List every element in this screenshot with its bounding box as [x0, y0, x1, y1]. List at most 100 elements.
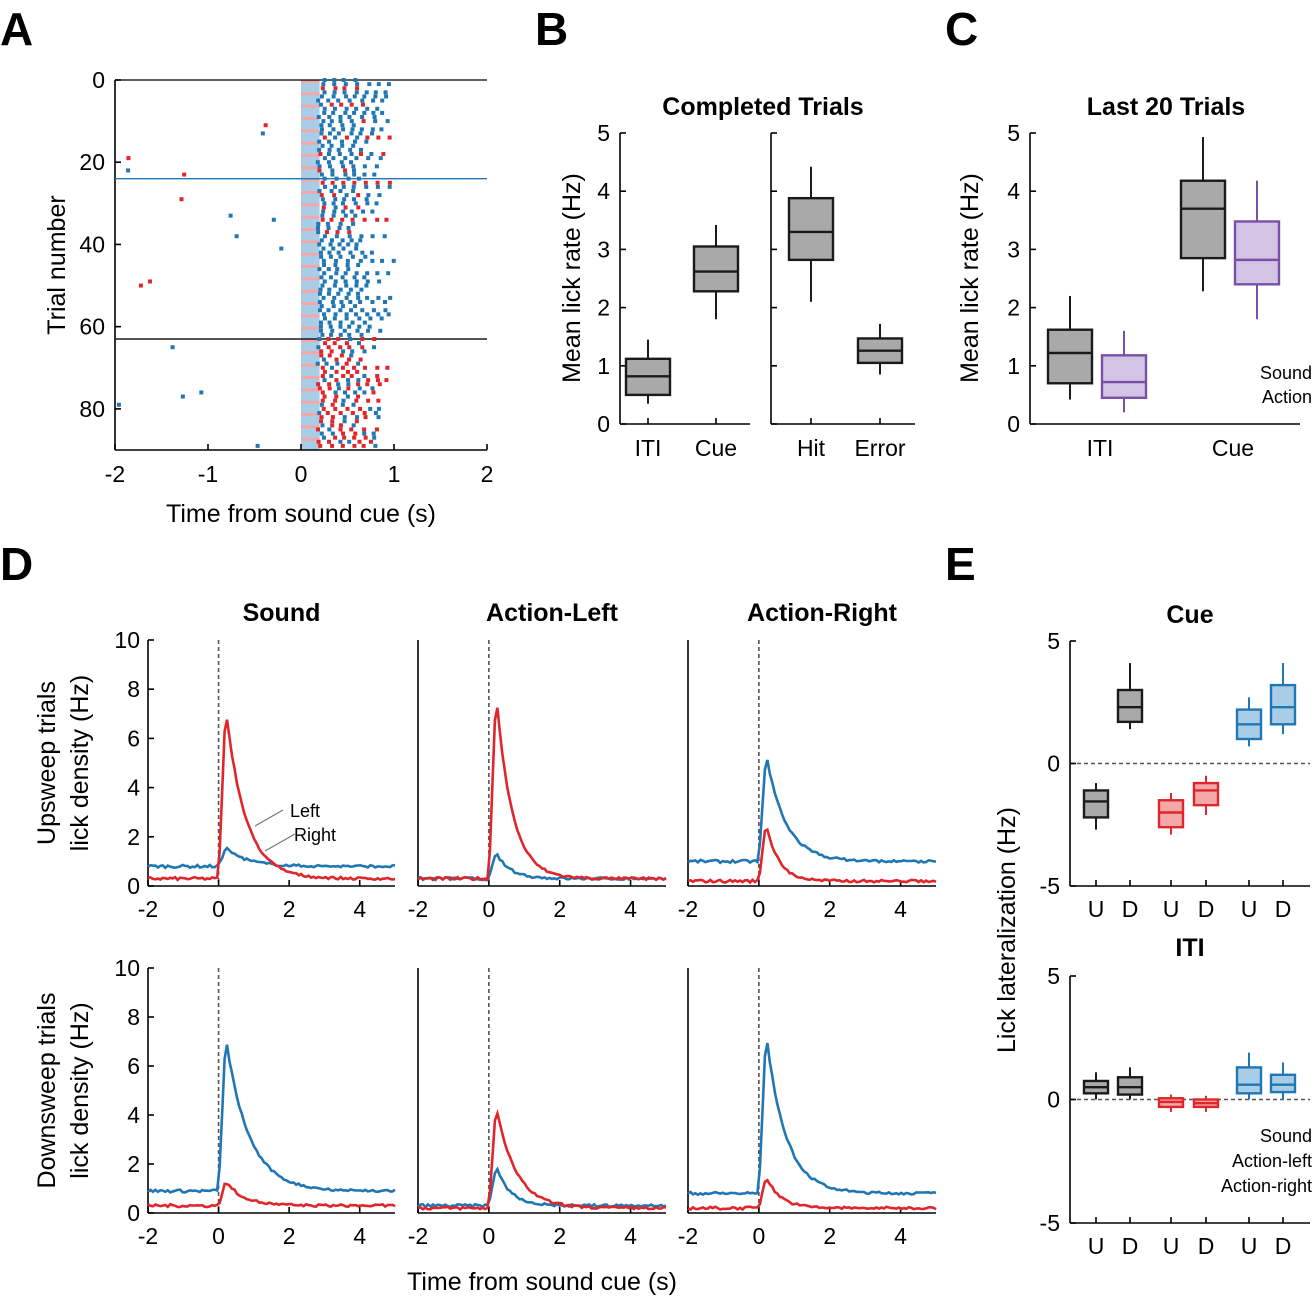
lick-right	[341, 246, 346, 251]
lick-left	[341, 180, 346, 185]
lick-left	[376, 135, 381, 140]
lick-left	[333, 406, 338, 411]
cue-band-left-stripe	[301, 166, 320, 170]
lick-right	[362, 390, 367, 395]
lick-right	[336, 131, 341, 136]
chart-title-b: Completed Trials	[662, 93, 863, 121]
lick-left	[343, 205, 348, 210]
lick-left	[375, 365, 380, 370]
lick-right	[338, 308, 343, 313]
y-tick-label: 4	[127, 775, 140, 801]
lick-right	[327, 115, 332, 119]
y-tick-label: 60	[79, 314, 105, 340]
box-b-hit-box	[787, 196, 835, 262]
lick-left	[320, 180, 325, 185]
panel-letter-e: E	[945, 538, 976, 590]
lick-right	[318, 308, 323, 313]
lick-left	[318, 443, 323, 448]
lick-right	[333, 390, 338, 395]
lick-right	[376, 312, 381, 317]
lick-right	[318, 324, 323, 329]
panel-letter-b: B	[535, 3, 568, 55]
lick-right	[366, 328, 371, 333]
y-tick-label: 4	[597, 178, 610, 204]
lick-right	[326, 152, 331, 156]
lick-left	[350, 217, 355, 222]
lick-right	[347, 234, 352, 239]
lick-right	[348, 287, 353, 292]
lick-right	[371, 98, 376, 103]
lick-left	[353, 431, 358, 436]
cue-band-left-stripe	[301, 400, 320, 404]
x-tick-label: 0	[482, 1223, 495, 1249]
x-tick-label: D	[1198, 1233, 1215, 1259]
lick-right	[386, 82, 391, 87]
y-axis-label-b: Mean lick rate (Hz)	[558, 173, 586, 383]
y-tick-label: 0	[127, 873, 140, 899]
lick-right	[340, 238, 345, 243]
lick-left	[352, 365, 357, 370]
lick-right	[331, 94, 336, 99]
lick-right	[333, 258, 338, 263]
box-c-sound-box	[1046, 328, 1094, 385]
x-tick-label: Error	[854, 435, 905, 461]
x-tick-label: 0	[752, 1223, 765, 1249]
x-tick-label: ITI	[635, 435, 662, 461]
x-tick-label: 0	[212, 1223, 225, 1249]
lick-right	[356, 176, 361, 181]
lick-right	[338, 320, 343, 325]
y-axis-label-d-row1: Downsweep trials	[33, 993, 61, 1189]
lick-right	[352, 275, 357, 280]
lick-right	[324, 361, 329, 366]
lick-left	[335, 230, 340, 235]
lick-left	[346, 386, 351, 391]
lick-iti	[116, 402, 121, 407]
lick-right	[318, 102, 323, 107]
lick-right	[362, 374, 367, 378]
lick-right	[322, 378, 327, 383]
lick-right	[380, 98, 385, 103]
lick-right	[340, 275, 345, 280]
lick-left	[327, 386, 332, 391]
lick-right	[344, 312, 349, 317]
x-tick-label: U	[1163, 1233, 1180, 1259]
lick-right	[338, 189, 343, 193]
lick-right	[339, 139, 344, 144]
lick-right	[369, 250, 374, 255]
lick-left	[330, 402, 335, 407]
box-e-action-right-box	[1235, 1066, 1263, 1095]
lick-left	[339, 353, 344, 358]
lick-right	[388, 295, 393, 300]
lick-right	[354, 271, 359, 276]
x-tick-label: 4	[894, 896, 907, 922]
lick-right	[344, 295, 349, 300]
x-tick-label: 4	[353, 1223, 366, 1249]
cue-band-left-stripe	[301, 363, 320, 367]
lick-right	[352, 94, 357, 99]
lick-right	[319, 254, 324, 259]
lick-right	[365, 271, 370, 276]
lick-right	[356, 263, 361, 267]
lick-right	[365, 295, 370, 300]
box-c-sound-box	[1179, 179, 1227, 260]
lick-left	[340, 443, 345, 448]
lick-left	[327, 382, 332, 387]
lick-right	[370, 127, 375, 132]
lick-left	[317, 168, 322, 173]
lick-iti	[199, 390, 204, 395]
lick-left	[387, 135, 392, 140]
lick-left	[332, 341, 337, 346]
lick-right	[338, 221, 343, 226]
lick-right	[358, 147, 363, 152]
lick-left	[325, 411, 330, 415]
x-tick-label: D	[1275, 896, 1292, 922]
lick-right	[366, 156, 371, 161]
lick-right	[344, 106, 349, 111]
lick-right	[370, 209, 375, 214]
lick-right	[358, 258, 363, 263]
lick-right	[349, 119, 354, 124]
lick-right	[332, 90, 337, 95]
lick-right	[347, 324, 352, 329]
lick-right	[344, 193, 349, 198]
lick-right	[329, 238, 334, 243]
